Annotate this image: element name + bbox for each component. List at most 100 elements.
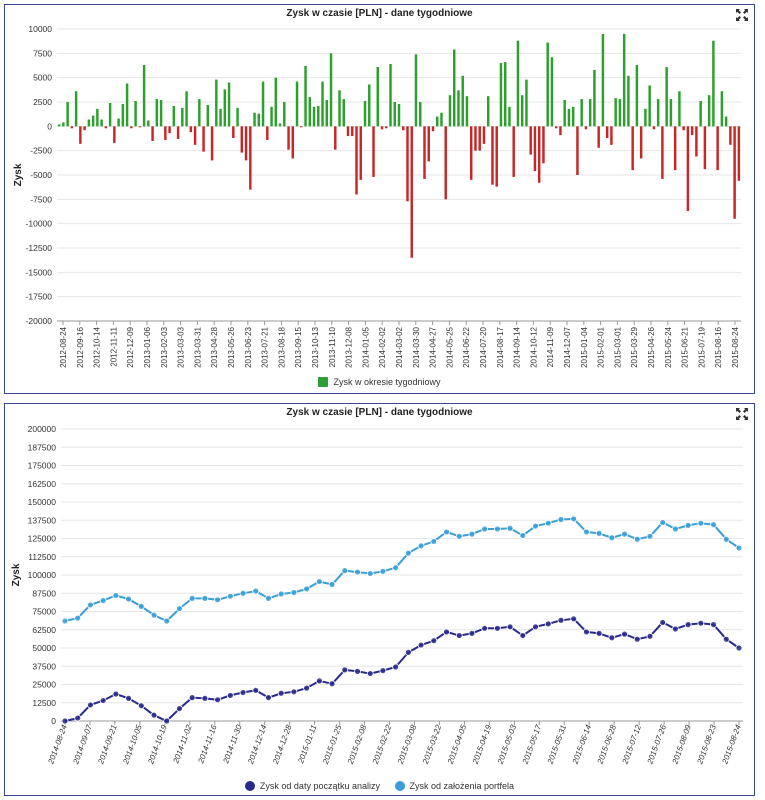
bar xyxy=(125,83,129,127)
bar xyxy=(338,90,341,127)
x-tick-label: 2012-10-14 xyxy=(93,326,102,367)
bar xyxy=(66,102,69,127)
series-since-analysis-point xyxy=(366,670,374,677)
legend-item-weekly[interactable]: Zysk w okresie tygodniowy xyxy=(318,377,441,387)
series-since-portfolio-point xyxy=(61,617,69,625)
bar xyxy=(334,126,337,150)
bar xyxy=(317,105,320,127)
x-tick-label: 2015-06-21 xyxy=(681,326,690,367)
series-since-portfolio-point xyxy=(188,594,196,602)
bar xyxy=(270,106,273,127)
y-tick-label: -17500 xyxy=(26,292,53,302)
y-tick-label: 62500 xyxy=(32,625,56,635)
x-tick-label: 2014-12-28 xyxy=(271,723,294,766)
bar xyxy=(465,96,469,127)
y-tick-label: 100000 xyxy=(28,570,57,580)
x-tick-label: 2013-06-23 xyxy=(244,326,253,367)
bar xyxy=(355,126,358,195)
x-tick-label: 2015-05-24 xyxy=(664,326,673,367)
series-since-analysis-point xyxy=(74,714,82,722)
bar xyxy=(635,65,639,127)
series-since-portfolio-point xyxy=(659,519,667,526)
bar xyxy=(631,126,634,171)
x-tick-label: 2014-11-09 xyxy=(546,326,555,367)
series-since-portfolio-point xyxy=(735,544,743,552)
bar xyxy=(155,99,159,127)
x-tick-label: 2015-08-16 xyxy=(714,326,723,367)
x-tick-label: 2015-03-29 xyxy=(630,326,639,367)
series-since-portfolio-point xyxy=(582,528,590,536)
bar xyxy=(618,99,622,127)
y-tick-label: 0 xyxy=(51,716,56,726)
legend-item-since-analysis[interactable]: Zysk od daty początku analizy xyxy=(244,781,380,791)
bar xyxy=(639,126,643,159)
series-since-portfolio-point xyxy=(163,617,171,625)
bar xyxy=(142,65,146,127)
bar xyxy=(491,126,494,185)
series-since-analysis-point xyxy=(201,694,209,702)
series-since-portfolio-point xyxy=(125,595,132,603)
series-since-analysis-point xyxy=(621,630,628,638)
series-since-portfolio-point xyxy=(595,529,603,537)
bar xyxy=(537,126,541,183)
bar xyxy=(559,126,562,136)
x-tick-label: 2015-07-19 xyxy=(697,326,706,367)
chart-title: Zysk w czasie [PLN] - dane tygodniowe xyxy=(286,8,473,19)
series-since-analysis-point xyxy=(226,692,234,699)
bar xyxy=(227,82,231,127)
bar xyxy=(249,126,252,190)
series-since-analysis-point xyxy=(99,697,107,704)
y-tick-label: 187500 xyxy=(28,442,57,452)
y-tick-label: 162500 xyxy=(28,479,57,489)
bar xyxy=(444,126,447,200)
legend-item-since-portfolio[interactable]: Zysk od założenia portfela xyxy=(394,781,514,791)
y-tick-label: 87500 xyxy=(32,588,56,598)
bar xyxy=(266,126,269,140)
bar xyxy=(520,95,524,127)
expand-arrows-icon[interactable] xyxy=(736,408,748,420)
bar xyxy=(219,108,222,127)
series-since-analysis-point xyxy=(684,621,692,629)
bar xyxy=(648,85,651,127)
series-since-analysis-point xyxy=(659,619,667,626)
bar xyxy=(699,101,702,127)
bar xyxy=(656,99,660,127)
series-since-portfolio-point xyxy=(303,585,311,593)
series-since-analysis-point xyxy=(506,623,514,631)
bar xyxy=(189,126,193,133)
bar xyxy=(695,126,698,157)
bar xyxy=(686,126,690,212)
bar xyxy=(108,102,112,127)
bar xyxy=(414,54,418,127)
bar xyxy=(257,113,261,127)
bar xyxy=(87,119,91,127)
bar xyxy=(482,126,486,144)
series-since-analysis-point xyxy=(532,623,539,631)
series-since-analysis-point xyxy=(354,667,361,675)
series-since-analysis-point xyxy=(443,628,450,636)
bar xyxy=(117,118,120,127)
series-since-analysis-point xyxy=(392,663,400,671)
series-since-analysis-point xyxy=(87,701,94,709)
y-tick-label: 125000 xyxy=(28,534,57,544)
x-tick-label: 2014-10-19 xyxy=(146,723,169,766)
x-tick-label: 2015-02-08 xyxy=(346,723,369,766)
bar xyxy=(597,126,600,148)
legend: Zysk w okresie tygodniowy xyxy=(5,377,754,389)
x-tick-label: 2014-10-12 xyxy=(529,326,538,367)
bar xyxy=(278,123,282,127)
bar xyxy=(452,49,456,127)
expand-arrows-icon[interactable] xyxy=(736,9,748,21)
line-chart: 200000 187500 175000 162500 150000 137500 1250… xyxy=(11,424,743,766)
bar xyxy=(486,96,490,127)
bar xyxy=(427,126,430,162)
series-since-analysis-point xyxy=(188,694,196,702)
bar xyxy=(291,126,295,159)
bar xyxy=(215,79,218,127)
series-since-analysis-point xyxy=(519,632,527,639)
series-since-portfolio-point xyxy=(99,597,107,604)
series-since-portfolio-point xyxy=(557,516,565,523)
bar xyxy=(368,84,371,127)
y-tick-label: -10000 xyxy=(26,219,53,229)
x-tick-label: 2013-02-03 xyxy=(160,326,169,367)
